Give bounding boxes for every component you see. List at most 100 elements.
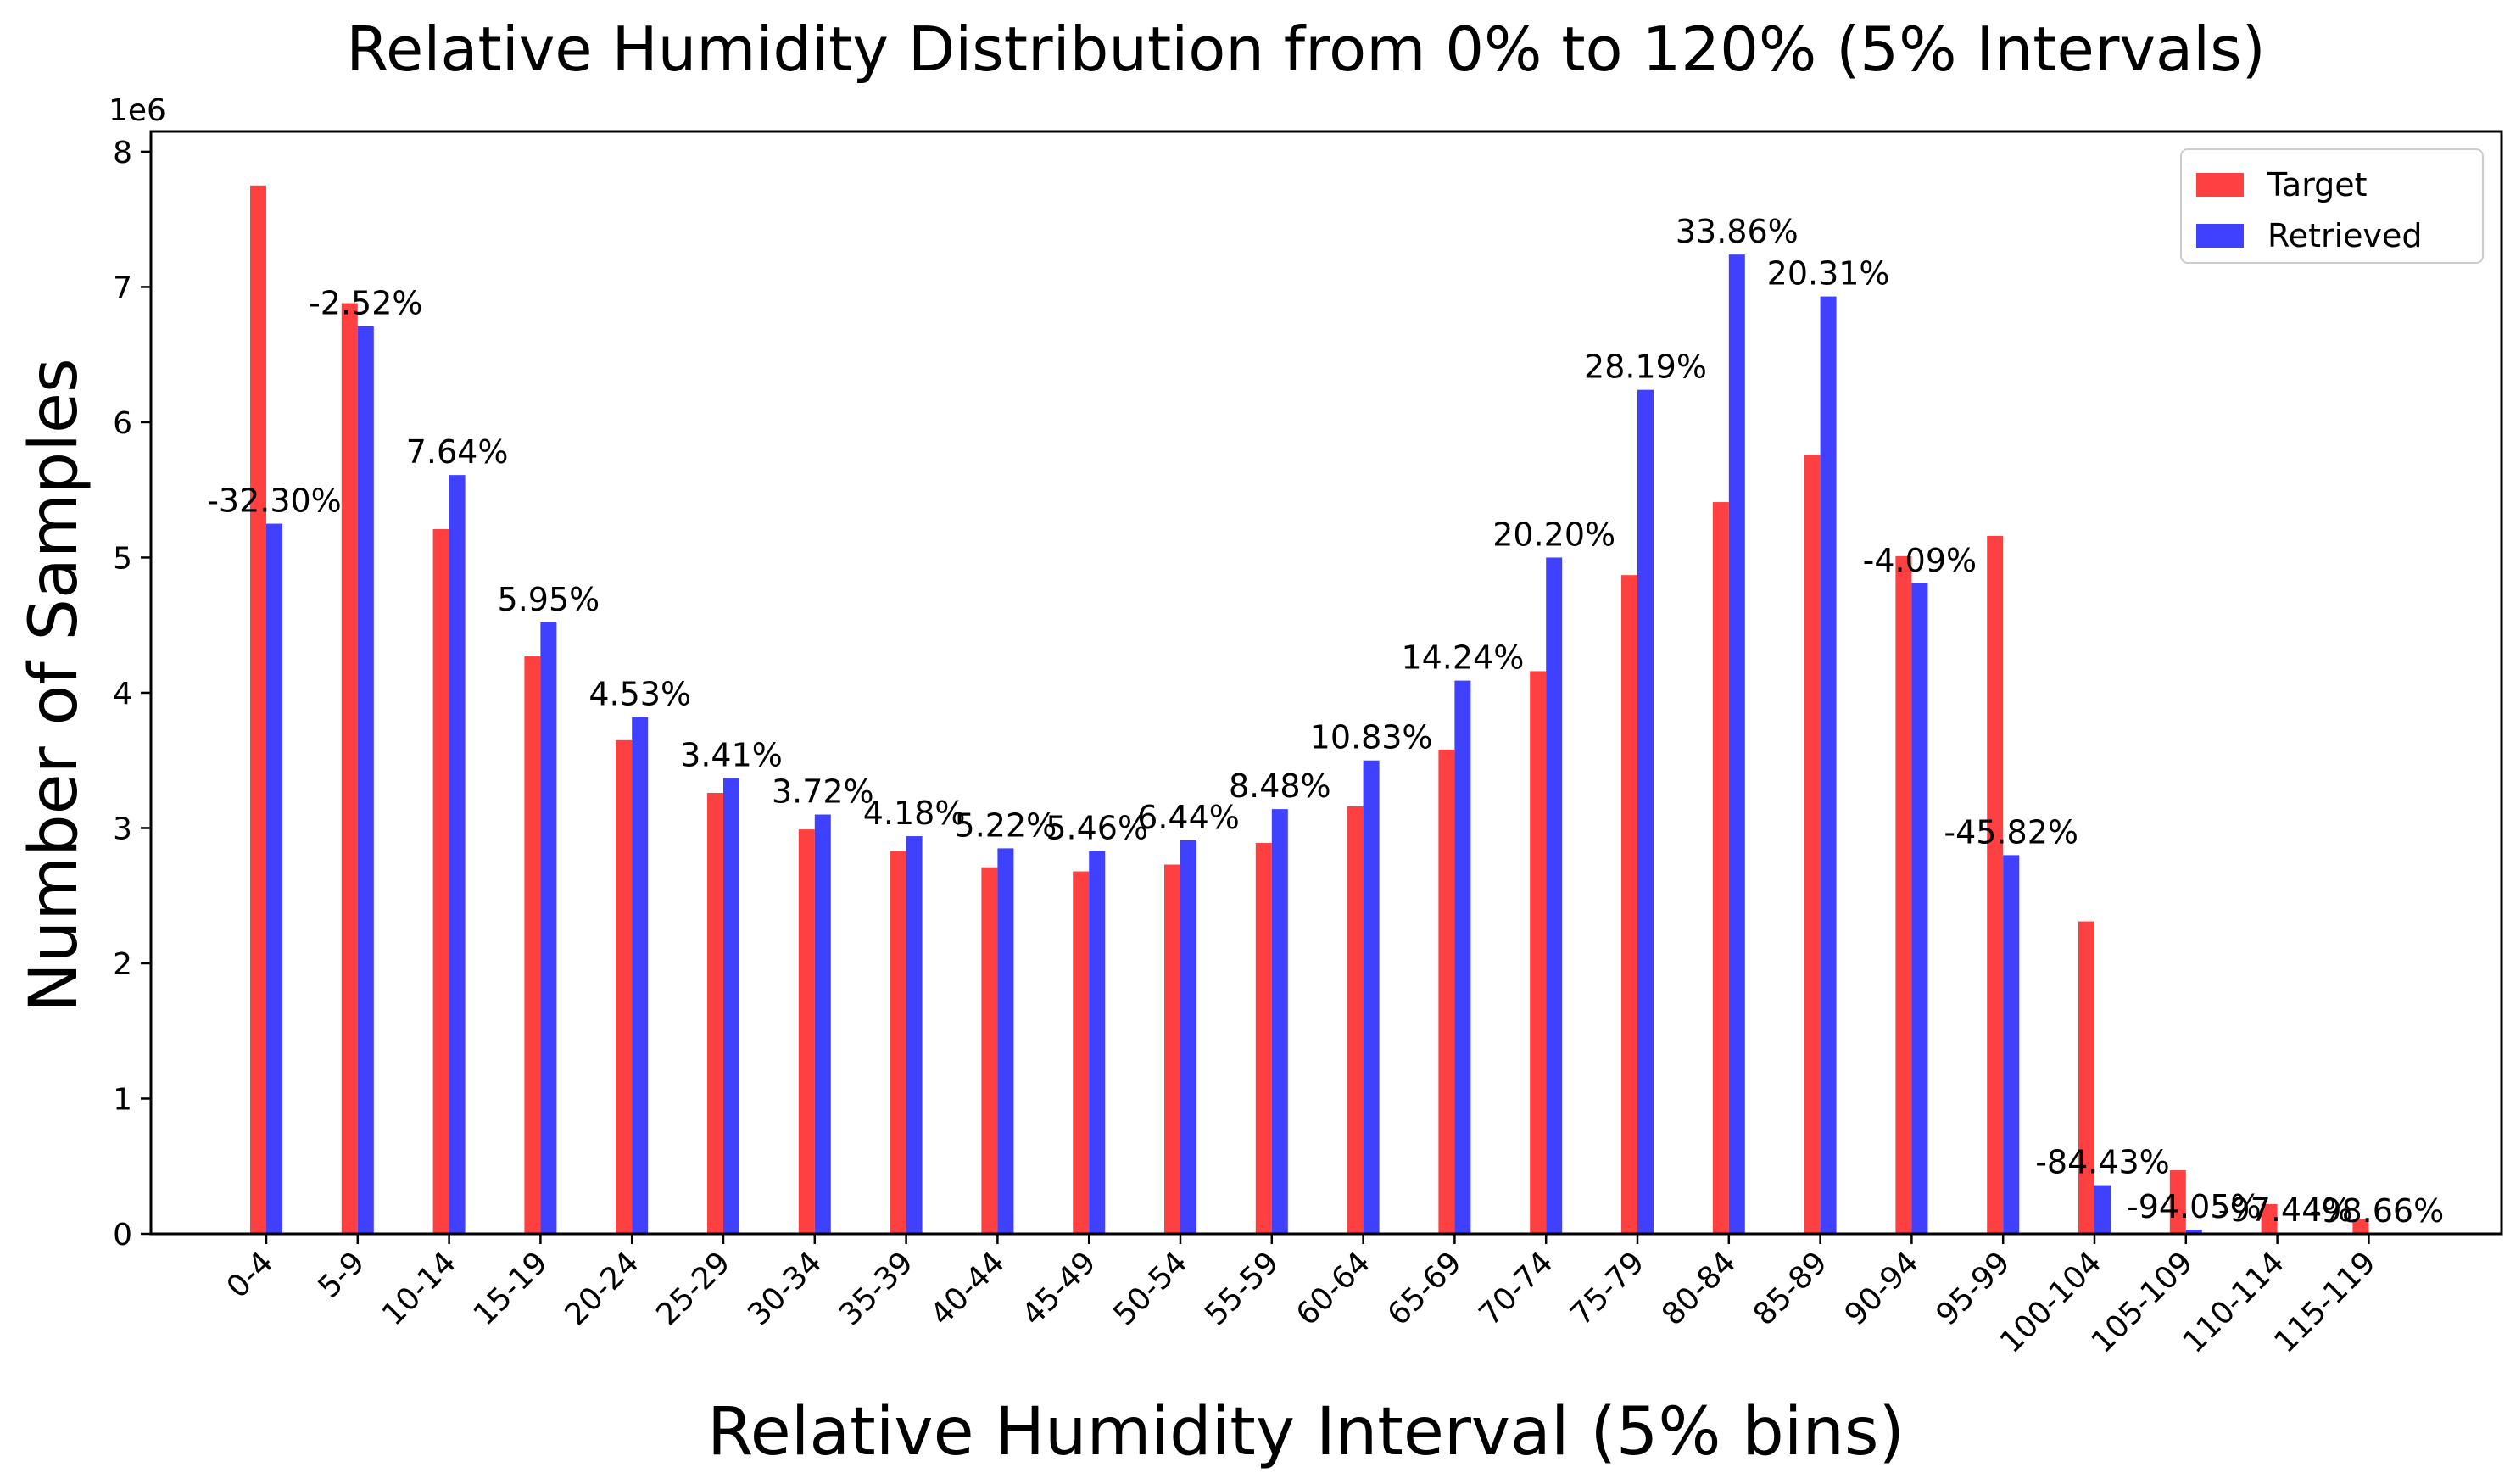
y-tick-label: 4: [113, 677, 132, 711]
bar-target: [2261, 1203, 2278, 1234]
bar-target: [1530, 671, 1547, 1234]
x-ticks-group: 0-4 5-9 10-14 15-19 20-24 25-29 30-34 35-39 40-4…: [220, 1234, 2383, 1360]
bar-percent-label: -98.66%: [2310, 1192, 2445, 1230]
bar-target: [981, 867, 998, 1234]
bar-retrieved: [1820, 296, 1837, 1235]
x-tick-label: 70-74: [1473, 1245, 1560, 1332]
x-tick-label: 25-29: [650, 1245, 737, 1332]
bar-target: [1895, 555, 1912, 1234]
bar-retrieved: [540, 622, 557, 1234]
y-tick-label: 7: [113, 271, 132, 305]
x-tick-label: 5-9: [312, 1245, 372, 1305]
bar-target: [2352, 1219, 2369, 1234]
y-tick-label: 0: [113, 1218, 132, 1252]
x-tick-label: 95-99: [1930, 1245, 2017, 1332]
bar-retrieved: [449, 475, 466, 1234]
bar-target: [1621, 575, 1637, 1234]
bar-percent-label: -94.05%: [2127, 1188, 2262, 1225]
bar-percent-label: 5.22%: [955, 806, 1057, 844]
bar-target: [1255, 843, 1272, 1234]
bar-retrieved: [1546, 557, 1563, 1234]
y-tick-label: 6: [113, 406, 132, 441]
bar-percent-label: -84.43%: [2035, 1144, 2170, 1181]
bar-target: [1347, 806, 1364, 1234]
bar-retrieved: [1728, 254, 1745, 1235]
bar-percent-label: -32.30%: [207, 483, 342, 520]
bar-target: [1804, 455, 1821, 1234]
bars-group: [250, 185, 2385, 1235]
bar-retrieved: [723, 778, 739, 1234]
x-tick-label: 15-19: [467, 1245, 555, 1332]
bar-percent-label: 7.64%: [406, 433, 509, 471]
bar-retrieved: [1637, 389, 1654, 1234]
x-tick-label: 55-59: [1198, 1245, 1286, 1332]
bar-target: [707, 793, 723, 1234]
legend-box: [2180, 148, 2484, 264]
bar-retrieved: [1454, 680, 1471, 1234]
bar-retrieved: [2185, 1230, 2202, 1234]
bar-target: [1073, 871, 1090, 1234]
y-ticks-group: 0 1 2 3 4 5 6 7 8: [113, 136, 151, 1252]
x-tick-label: 35-39: [833, 1245, 920, 1332]
bar-percent-label: 20.31%: [1767, 255, 1890, 293]
bar-retrieved: [1089, 851, 1106, 1234]
bar-retrieved: [997, 848, 1014, 1234]
bar-target: [341, 303, 358, 1235]
x-tick-label: 40-44: [924, 1245, 1012, 1332]
bar-percent-label: 20.20%: [1492, 516, 1615, 553]
y-tick-label: 8: [113, 136, 132, 170]
bar-percent-label: 4.53%: [588, 676, 691, 713]
bar-retrieved: [2094, 1185, 2111, 1234]
bar-percent-label: 6.44%: [1137, 799, 1240, 836]
bar-target: [1712, 502, 1729, 1234]
bar-target: [432, 528, 449, 1234]
bar-percent-label: -4.09%: [1863, 542, 1977, 579]
bar-percent-label: 5.46%: [1046, 810, 1148, 847]
bar-labels-group: -32.30% -2.52% 7.64% 5.95% 4.53% 3.41%3.72%4.…: [207, 213, 2444, 1230]
bar-target: [2169, 1170, 2186, 1234]
x-tick-label: 0-4: [220, 1245, 281, 1305]
legend-swatch: [2196, 224, 2244, 248]
bar-percent-label: 3.41%: [680, 736, 783, 773]
bar-target: [798, 829, 815, 1234]
legend-swatch: [2196, 173, 2244, 197]
bar-retrieved: [2003, 855, 2020, 1234]
bar-target: [1164, 864, 1180, 1234]
x-tick-label: 100-104: [1994, 1245, 2108, 1359]
y-tick-label: 1: [113, 1082, 132, 1117]
bar-target: [1987, 535, 2004, 1234]
x-tick-label: 20-24: [559, 1245, 646, 1332]
bar-target: [250, 185, 266, 1234]
x-tick-label: 10-14: [376, 1245, 463, 1332]
bar-percent-label: 3.72%: [772, 773, 874, 811]
bar-retrieved: [357, 326, 374, 1234]
x-tick-label: 105-109: [2085, 1245, 2200, 1359]
bar-percent-label: -2.52%: [309, 285, 422, 322]
y-tick-label: 2: [113, 947, 132, 982]
y-tick-label: 5: [113, 541, 132, 576]
legend-label: Target: [2267, 166, 2368, 204]
chart-title: Relative Humidity Distribution from 0% t…: [346, 14, 2266, 85]
x-tick-label: 110-114: [2177, 1245, 2291, 1359]
bar-percent-label: 8.48%: [1229, 767, 1331, 805]
x-tick-label: 90-94: [1838, 1245, 1926, 1332]
bar-retrieved: [632, 717, 649, 1234]
bar-percent-label: 33.86%: [1676, 213, 1799, 250]
x-tick-label: 50-54: [1107, 1245, 1194, 1332]
plot-frame: [149, 130, 2503, 1236]
bar-percent-label: -45.82%: [1944, 813, 2078, 851]
bar-target: [616, 739, 633, 1234]
bar-retrieved: [1363, 760, 1380, 1234]
legend-label: Retrieved: [2267, 217, 2423, 254]
bar-target: [2078, 921, 2094, 1234]
x-tick-label: 65-69: [1381, 1245, 1469, 1332]
x-axis-label: Relative Humidity Interval (5% bins): [707, 1394, 1905, 1470]
x-tick-label: 45-49: [1016, 1245, 1103, 1332]
y-tick-label: 3: [113, 812, 132, 846]
bar-retrieved: [906, 836, 923, 1234]
bar-percent-label: 14.24%: [1401, 639, 1524, 677]
bar-retrieved: [266, 523, 282, 1234]
bar-percent-label: 28.19%: [1584, 349, 1707, 386]
bar-retrieved: [1180, 840, 1196, 1234]
